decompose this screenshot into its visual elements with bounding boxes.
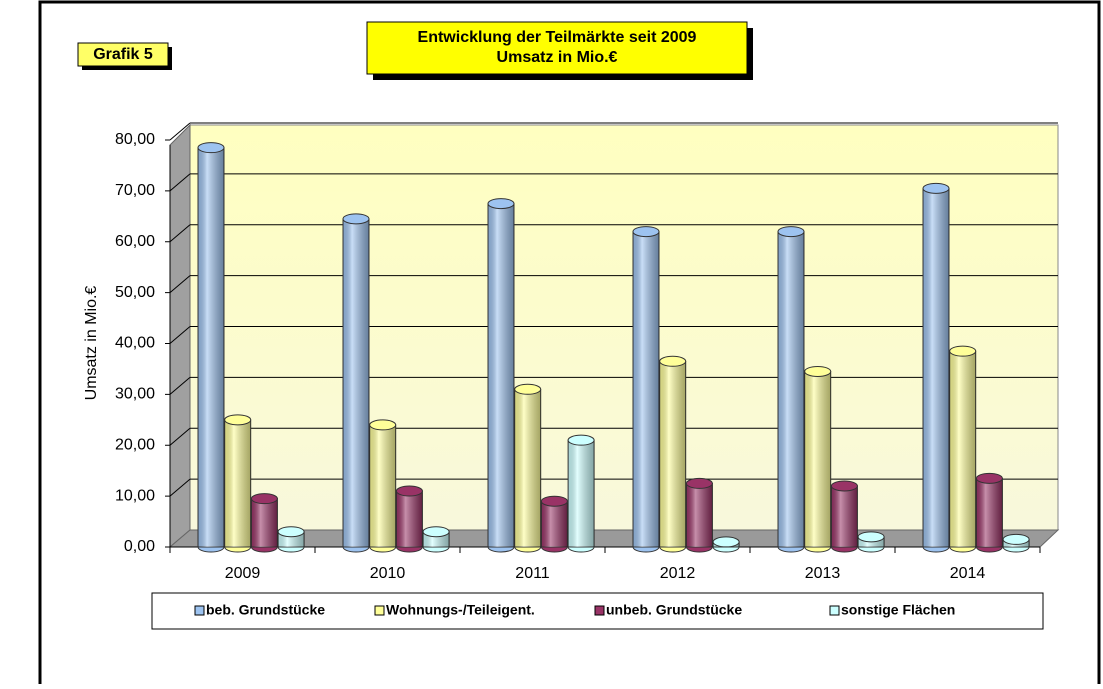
bar-top — [830, 480, 858, 492]
bar-shade — [568, 440, 595, 547]
bar-top — [975, 472, 1003, 484]
bar-shade — [831, 485, 858, 547]
bar-top — [804, 365, 832, 377]
bar-shade — [778, 231, 804, 547]
bar-top — [712, 536, 740, 548]
x-tick-label: 2011 — [515, 565, 550, 582]
bar-top — [632, 226, 660, 238]
grid-line — [169, 326, 191, 344]
bar-shade — [686, 483, 713, 547]
legend-label: unbeb. Grundstücke — [606, 602, 742, 618]
legend-swatch — [829, 605, 840, 616]
y-tick-label: 40,00 — [115, 335, 155, 352]
bar-top — [540, 495, 568, 507]
bar-shade — [659, 361, 686, 547]
bar-shade — [369, 424, 396, 547]
bar-top — [342, 213, 370, 225]
bar-top — [659, 355, 687, 367]
grid-line — [169, 427, 191, 446]
y-tick-label: 0,00 — [124, 538, 155, 555]
bar-top — [777, 226, 805, 238]
badge: Grafik 5 — [93, 46, 153, 63]
bar-top — [857, 531, 885, 543]
title-box — [366, 21, 748, 75]
grid-line — [169, 478, 191, 497]
bar-top — [369, 419, 397, 431]
chart-subtitle: Umsatz in Mio.€ — [497, 49, 618, 66]
bar-top — [685, 477, 713, 489]
legend-swatch — [594, 605, 605, 616]
y-tick-label: 50,00 — [115, 284, 155, 301]
bar-top — [197, 142, 225, 154]
bar-shade — [396, 491, 423, 547]
bar-top — [422, 526, 450, 538]
bar-top — [224, 414, 252, 426]
bar-shade — [514, 389, 541, 547]
bar-top — [567, 434, 595, 446]
bar-top — [1002, 533, 1030, 545]
y-tick-label: 70,00 — [115, 182, 155, 199]
bar-shade — [251, 498, 278, 547]
y-tick-label: 80,00 — [115, 131, 155, 148]
chart-title: Entwicklung der Teilmärkte seit 2009 — [418, 29, 697, 46]
bar-shade — [224, 419, 251, 547]
bar-top — [514, 383, 542, 395]
x-tick-label: 2010 — [370, 565, 406, 582]
y-tick-label: 20,00 — [115, 436, 155, 453]
bar-shade — [923, 188, 949, 548]
bar-shade — [343, 218, 369, 547]
y-tick-label: 10,00 — [115, 487, 155, 504]
bar-shade — [804, 371, 831, 547]
bar-top — [395, 485, 423, 497]
bar-shade — [541, 501, 568, 547]
bar-shade — [633, 231, 659, 547]
bar-shade — [976, 478, 1003, 547]
grid-line — [169, 224, 191, 243]
bar-top — [487, 198, 515, 210]
bar-top — [949, 345, 977, 357]
x-tick-label: 2014 — [950, 565, 986, 582]
grid-line — [169, 173, 191, 192]
grid-line — [169, 275, 191, 294]
grid-line — [169, 122, 191, 141]
legend-label: sonstige Flächen — [841, 602, 955, 618]
bar-shade — [488, 203, 514, 547]
badge-box — [77, 42, 169, 67]
bar-shade — [198, 147, 224, 547]
grid-line — [169, 376, 191, 395]
legend-swatch — [374, 605, 385, 616]
legend-label: Wohnungs-/Teileigent. — [386, 602, 535, 618]
y-axis-label: Umsatz in Mio.€ — [83, 286, 100, 401]
legend-label: beb. Grundstücke — [206, 602, 325, 618]
x-tick-label: 2013 — [805, 565, 841, 582]
x-tick-label: 2009 — [225, 565, 261, 582]
bar-top — [277, 526, 305, 538]
bar-top — [250, 493, 278, 505]
y-tick-label: 30,00 — [115, 386, 155, 403]
legend-swatch — [194, 605, 205, 616]
y-tick-label: 60,00 — [115, 233, 155, 250]
bar-top — [922, 182, 950, 194]
x-tick-label: 2012 — [660, 565, 696, 582]
bar-shade — [949, 351, 976, 547]
